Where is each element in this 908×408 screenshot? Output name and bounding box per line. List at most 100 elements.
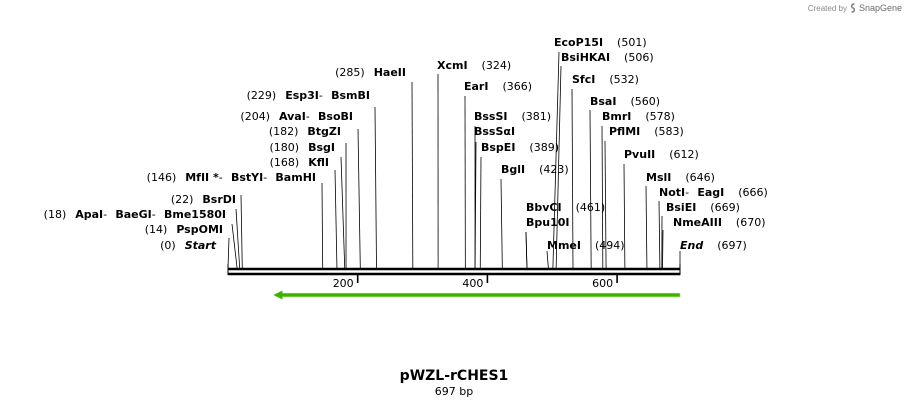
cut-site-line: [357, 128, 361, 269]
enzyme-name: MslI: [646, 171, 671, 184]
cut-site-line: [235, 208, 241, 269]
cut-site-position: (532): [609, 73, 639, 86]
cut-site-position: (22): [171, 193, 194, 206]
enzyme-name: EcoP15I: [554, 36, 603, 49]
title-block: pWZL-rCHES1 697 bp: [0, 368, 908, 398]
cut-site-line: [240, 194, 243, 269]
enzyme-name: PspOMI: [176, 223, 223, 236]
enzyme-name: BtgZI: [307, 125, 341, 138]
cut-site-position: (366): [502, 80, 532, 93]
enzyme-name: BsrDI: [202, 193, 236, 206]
enzyme-name: Bpu10I: [526, 216, 570, 229]
feature-arrow-head: [273, 290, 283, 300]
cut-site-line: [321, 182, 324, 269]
cut-site-position: (669): [710, 201, 740, 214]
enzyme-name: Bme1580I: [164, 208, 226, 221]
enzyme-name: HaeII: [374, 66, 406, 79]
created-by-credit: Created by SnapGene: [808, 3, 902, 13]
sequence-boundary-label: Start: [185, 239, 217, 252]
enzyme-separator: -: [306, 110, 310, 123]
enzyme-name: NmeAIII: [673, 216, 722, 229]
cut-site-position: (146): [147, 171, 177, 184]
cut-site-line: [474, 141, 477, 269]
cut-site-position: (646): [685, 171, 715, 184]
cut-site-position: (204): [240, 110, 270, 123]
cut-site-line: [645, 185, 648, 269]
enzyme-separator: -: [263, 171, 267, 184]
enzyme-name: BsgI: [308, 141, 335, 154]
cut-site-position: (666): [738, 186, 768, 199]
cut-site-line: [231, 223, 238, 269]
enzyme-name: BbvCI: [526, 201, 562, 214]
enzyme-name: BamHI: [275, 171, 316, 184]
enzyme-name: EarI: [464, 80, 488, 93]
cut-site-position: (180): [270, 141, 300, 154]
sequence-map: 200 400 600 (0) Start (14) PspOMI (18) ApaI - Ba…: [44, 36, 768, 300]
enzyme-name: BsiEI: [666, 201, 696, 214]
cut-site-line: [662, 229, 664, 269]
cut-site-position: (423): [539, 163, 569, 176]
cut-site-line: [340, 156, 346, 269]
cut-site-position: (494): [595, 239, 625, 252]
enzyme-name: AvaI: [279, 110, 306, 123]
enzyme-name: SfcI: [572, 73, 595, 86]
cut-site-position: (18): [44, 208, 67, 221]
enzyme-name: BsoBI: [318, 110, 353, 123]
cut-site-line: [555, 65, 562, 269]
cut-site-line: [525, 231, 528, 269]
cut-site-line: [227, 237, 230, 269]
enzyme-separator: -: [103, 208, 107, 221]
cut-site-position: (14): [145, 223, 168, 236]
enzyme-name: MmeI: [547, 239, 581, 252]
enzyme-separator: -: [219, 171, 223, 184]
cut-site-position: (506): [624, 51, 654, 64]
enzyme-name: BssSαI: [474, 125, 515, 138]
enzyme-name: XcmI: [437, 59, 468, 72]
axis-tick-label: 400: [462, 277, 483, 290]
cut-site-position: (0): [160, 239, 176, 252]
cut-site-line: [623, 163, 626, 269]
cut-site-position: (285): [335, 66, 365, 79]
feature-arrow-body: [279, 292, 681, 298]
cut-site-line: [411, 81, 414, 269]
cut-site-position: (324): [482, 59, 512, 72]
cut-site-position: (578): [645, 110, 675, 123]
enzyme-name: BssSI: [474, 110, 508, 123]
credit-text: Created by: [807, 3, 847, 13]
cut-site-position: (182): [269, 125, 299, 138]
cut-site-line: [571, 88, 574, 269]
enzyme-name: Esp3I: [285, 89, 319, 102]
enzyme-name: KflI: [308, 156, 329, 169]
enzyme-name: BsmBI: [331, 89, 370, 102]
cut-site-position: (560): [630, 95, 660, 108]
map-title: pWZL-rCHES1: [399, 368, 509, 384]
enzyme-name: BmrI: [602, 110, 631, 123]
sequence-boundary-label: End: [680, 239, 703, 252]
enzyme-name: BstYI: [231, 171, 263, 184]
cut-site-line: [479, 156, 482, 269]
enzyme-name: PvuII: [624, 148, 655, 161]
cut-site-position: (389): [529, 141, 559, 154]
enzyme-name: BaeGI: [115, 208, 151, 221]
cut-site-position: (612): [669, 148, 699, 161]
enzyme-name: NotI: [659, 186, 685, 199]
cut-site-line: [658, 200, 661, 269]
enzyme-name: BspEI: [481, 141, 515, 154]
cut-site-position: (583): [654, 125, 684, 138]
enzyme-separator: -: [152, 208, 156, 221]
enzyme-name: PflMI: [609, 125, 640, 138]
cut-site-line: [500, 178, 503, 269]
credit-brand: SnapGene: [858, 3, 902, 13]
cut-site-line: [374, 106, 377, 269]
cut-site-position: (168): [270, 156, 300, 169]
enzyme-separator: -: [319, 89, 323, 102]
cut-site-position: (501): [617, 36, 647, 49]
enzyme-name: BglI: [501, 163, 525, 176]
enzyme-name: ApaI: [75, 208, 103, 221]
axis-tick-label: 600: [592, 277, 613, 290]
enzyme-separator: -: [685, 186, 689, 199]
snapgene-logo-icon: [850, 3, 855, 13]
cut-site-line: [601, 125, 604, 269]
cut-site-line: [589, 109, 592, 269]
cut-site-position: (670): [736, 216, 766, 229]
